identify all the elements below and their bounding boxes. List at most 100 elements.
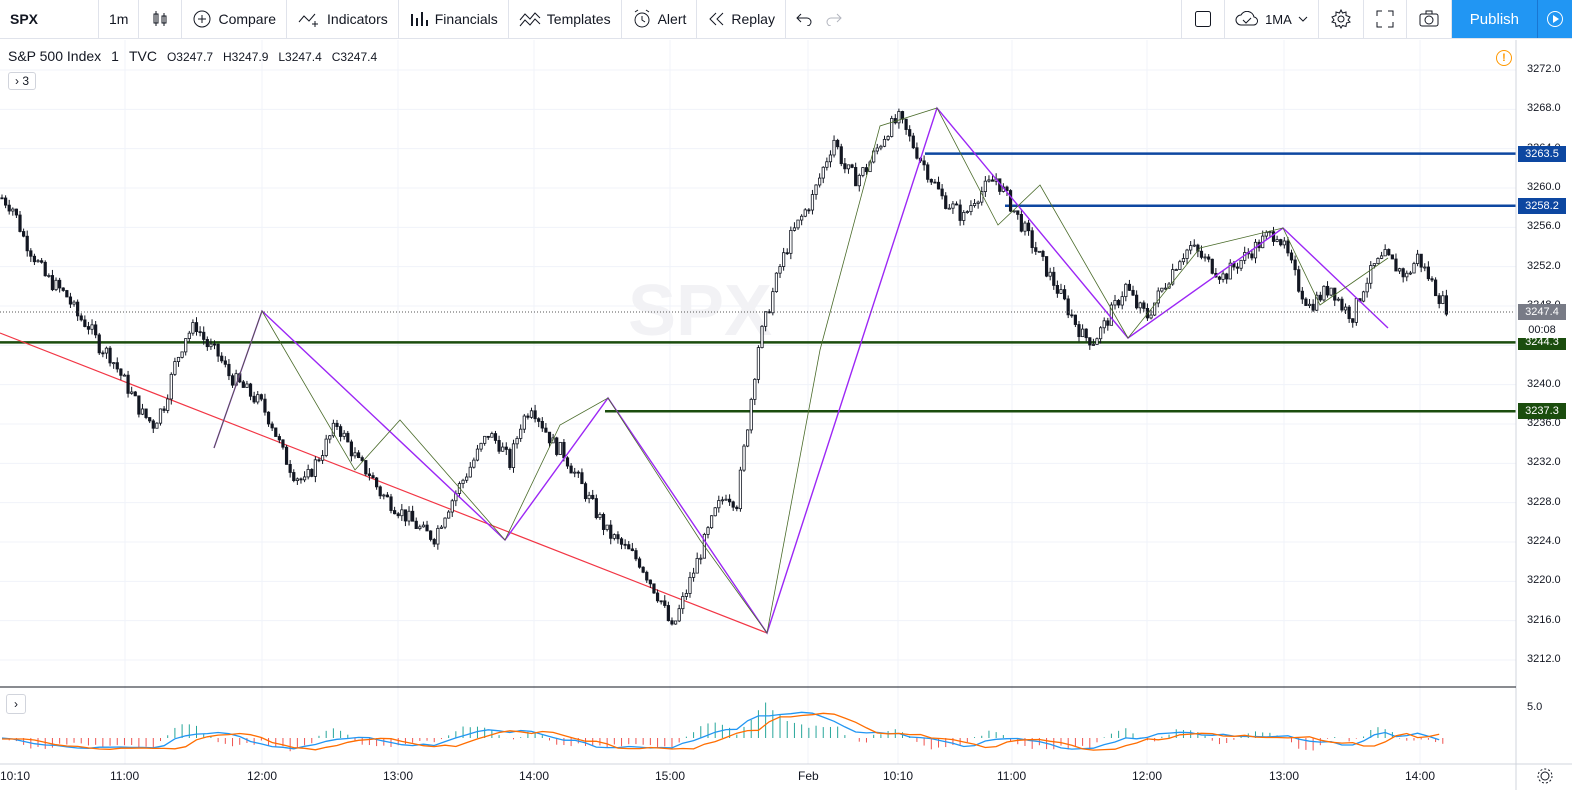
- chart-legend[interactable]: S&P 500 Index 1 TVC O3247.7 H3247.9 L324…: [8, 48, 377, 64]
- candle-body: [612, 534, 616, 539]
- chart-grid: [0, 40, 1516, 764]
- candle-body: [1221, 273, 1225, 280]
- symbol-search-button[interactable]: SPX: [0, 0, 99, 38]
- candle-body: [594, 498, 598, 519]
- candle-body: [447, 511, 451, 519]
- candle-body: [1095, 338, 1099, 345]
- candle-body: [50, 275, 55, 291]
- chart-type-button[interactable]: [139, 0, 183, 38]
- candle-body: [32, 255, 37, 263]
- candle-body: [681, 596, 685, 610]
- candle-body: [184, 338, 188, 353]
- candle-body: [944, 195, 948, 209]
- redo-icon[interactable]: [826, 12, 842, 26]
- chevron-down-icon: [1298, 16, 1308, 22]
- candle-body: [1361, 291, 1366, 302]
- candle-body: [648, 579, 652, 585]
- candle-body: [25, 235, 29, 252]
- candle-body: [1023, 222, 1027, 232]
- candle-body: [1138, 302, 1142, 309]
- candle-body: [306, 469, 310, 478]
- time-tick-label: 13:00: [383, 769, 414, 783]
- warning-icon[interactable]: !: [1496, 50, 1512, 66]
- candle-body: [490, 433, 494, 438]
- candle-body: [965, 211, 969, 213]
- save-layout-button[interactable]: 1MA: [1225, 0, 1319, 38]
- candle-body: [864, 167, 869, 173]
- candle-body: [144, 408, 148, 418]
- candle-body: [40, 260, 44, 263]
- candle-body: [1124, 283, 1128, 298]
- candle-body: [976, 201, 980, 204]
- symbol-label: SPX: [10, 11, 39, 27]
- candle-body: [36, 260, 40, 263]
- templates-button[interactable]: Templates: [509, 0, 622, 38]
- candle-body: [1426, 266, 1430, 280]
- trend-line[interactable]: [0, 332, 768, 634]
- horizontal-levels[interactable]: [0, 152, 1516, 413]
- candle-body: [220, 355, 224, 362]
- layout-button[interactable]: [1181, 0, 1226, 38]
- candle-body: [673, 620, 678, 625]
- candle-body: [1106, 320, 1110, 326]
- candle-body: [493, 433, 498, 441]
- candle-body: [875, 147, 879, 152]
- candle-body: [958, 204, 962, 221]
- candle-body: [778, 266, 782, 274]
- undo-icon[interactable]: [796, 12, 812, 26]
- candle-body: [807, 209, 811, 212]
- candle-body: [1268, 231, 1272, 234]
- candle-body: [338, 426, 343, 437]
- legend-close: C3247.4: [331, 50, 378, 64]
- snapshot-button[interactable]: [1407, 0, 1452, 38]
- price-chart[interactable]: SPX: [0, 40, 1572, 790]
- candle-body: [137, 395, 141, 415]
- candle-body: [724, 498, 728, 501]
- candle-body: [616, 534, 620, 540]
- zigzag-lines[interactable]: [213, 106, 1389, 635]
- level-price-tag: 3263.5: [1518, 145, 1566, 162]
- alert-button[interactable]: Alert: [622, 0, 698, 38]
- publish-button[interactable]: Publish: [1451, 0, 1537, 38]
- candle-body: [180, 351, 184, 358]
- publish-menu-button[interactable]: [1537, 0, 1572, 38]
- replay-button[interactable]: Replay: [697, 0, 786, 38]
- candle-body: [1311, 303, 1315, 311]
- candle-body: [1207, 256, 1211, 260]
- publish-label: Publish: [1469, 10, 1519, 28]
- indicators-button[interactable]: Indicators: [287, 0, 399, 38]
- compare-button[interactable]: Compare: [182, 0, 288, 38]
- candle-body: [800, 215, 804, 221]
- fullscreen-button[interactable]: [1364, 0, 1407, 38]
- candle-body: [1171, 269, 1175, 285]
- settings-button[interactable]: [1319, 0, 1364, 38]
- candle-body: [1203, 256, 1207, 259]
- candle-body: [1322, 285, 1326, 301]
- candle-body: [166, 398, 170, 411]
- time-tick-label: 14:00: [519, 769, 550, 783]
- candle-body: [792, 227, 797, 231]
- candle-body: [1228, 262, 1232, 280]
- candle-body: [670, 620, 674, 625]
- candle-body: [627, 544, 631, 550]
- candle-body: [324, 438, 328, 456]
- indicators-collapse-button[interactable]: › 3: [8, 72, 37, 90]
- candle-body: [393, 510, 397, 515]
- candle-body: [335, 422, 339, 427]
- candle-body: [173, 361, 177, 375]
- candle-body: [818, 177, 822, 186]
- candle-body: [248, 383, 253, 397]
- candle-body: [576, 471, 580, 474]
- candle-body: [1401, 268, 1405, 278]
- candle-body: [29, 250, 33, 257]
- time-tick-label: 10:10: [883, 769, 914, 783]
- candle-body: [68, 296, 73, 305]
- financials-button[interactable]: Financials: [399, 0, 509, 38]
- level-price-tag: 3244.3: [1518, 334, 1566, 351]
- candle-body: [1084, 328, 1088, 339]
- pane-legend-toggle[interactable]: ›: [6, 694, 26, 714]
- candle-body: [126, 374, 130, 394]
- interval-button[interactable]: 1m: [99, 0, 140, 38]
- axis-settings-icon[interactable]: [1537, 768, 1553, 784]
- candle-body: [1091, 344, 1096, 346]
